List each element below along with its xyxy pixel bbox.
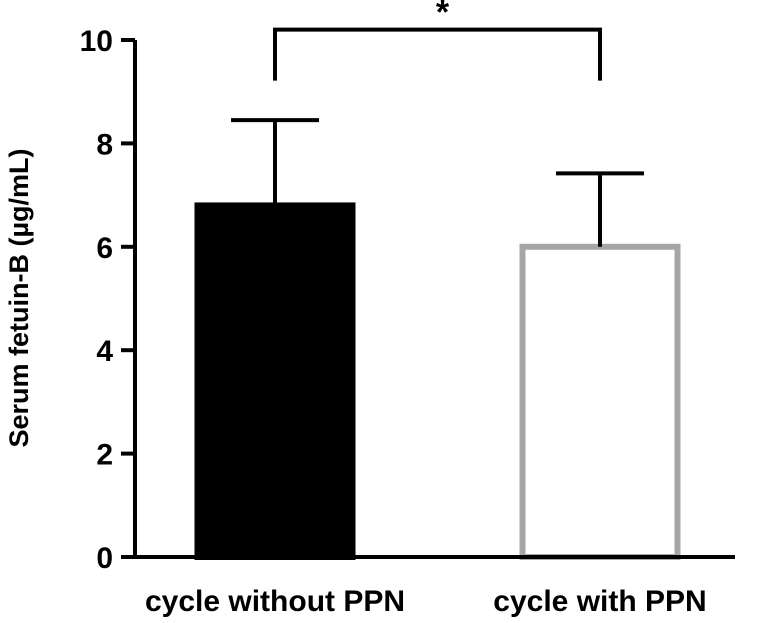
bars-layer (194, 202, 681, 561)
y-tick-label-8: 8 (96, 128, 113, 161)
y-axis-label: Serum fetuin-B (µg/mL) (4, 148, 34, 447)
significance-bracket-line (273, 27, 602, 81)
category-label-1: cycle without PPN (145, 585, 405, 618)
y-tick-label-10: 10 (80, 25, 113, 58)
y-tick-label-2: 2 (96, 439, 113, 472)
y-tick-label-0: 0 (96, 542, 113, 575)
significance-bracket: * (273, 0, 602, 81)
bar-2 (519, 243, 681, 561)
y-tick-label-6: 6 (96, 232, 113, 265)
category-label-2: cycle with PPN (493, 585, 706, 618)
y-tick-label-4: 4 (96, 335, 113, 368)
y-ticks-layer: 0 2 4 6 8 10 (80, 25, 135, 575)
significance-label: * (436, 0, 450, 32)
error-bars-layer (231, 118, 644, 247)
bar-1 (194, 202, 356, 560)
axes-layer (133, 40, 735, 559)
